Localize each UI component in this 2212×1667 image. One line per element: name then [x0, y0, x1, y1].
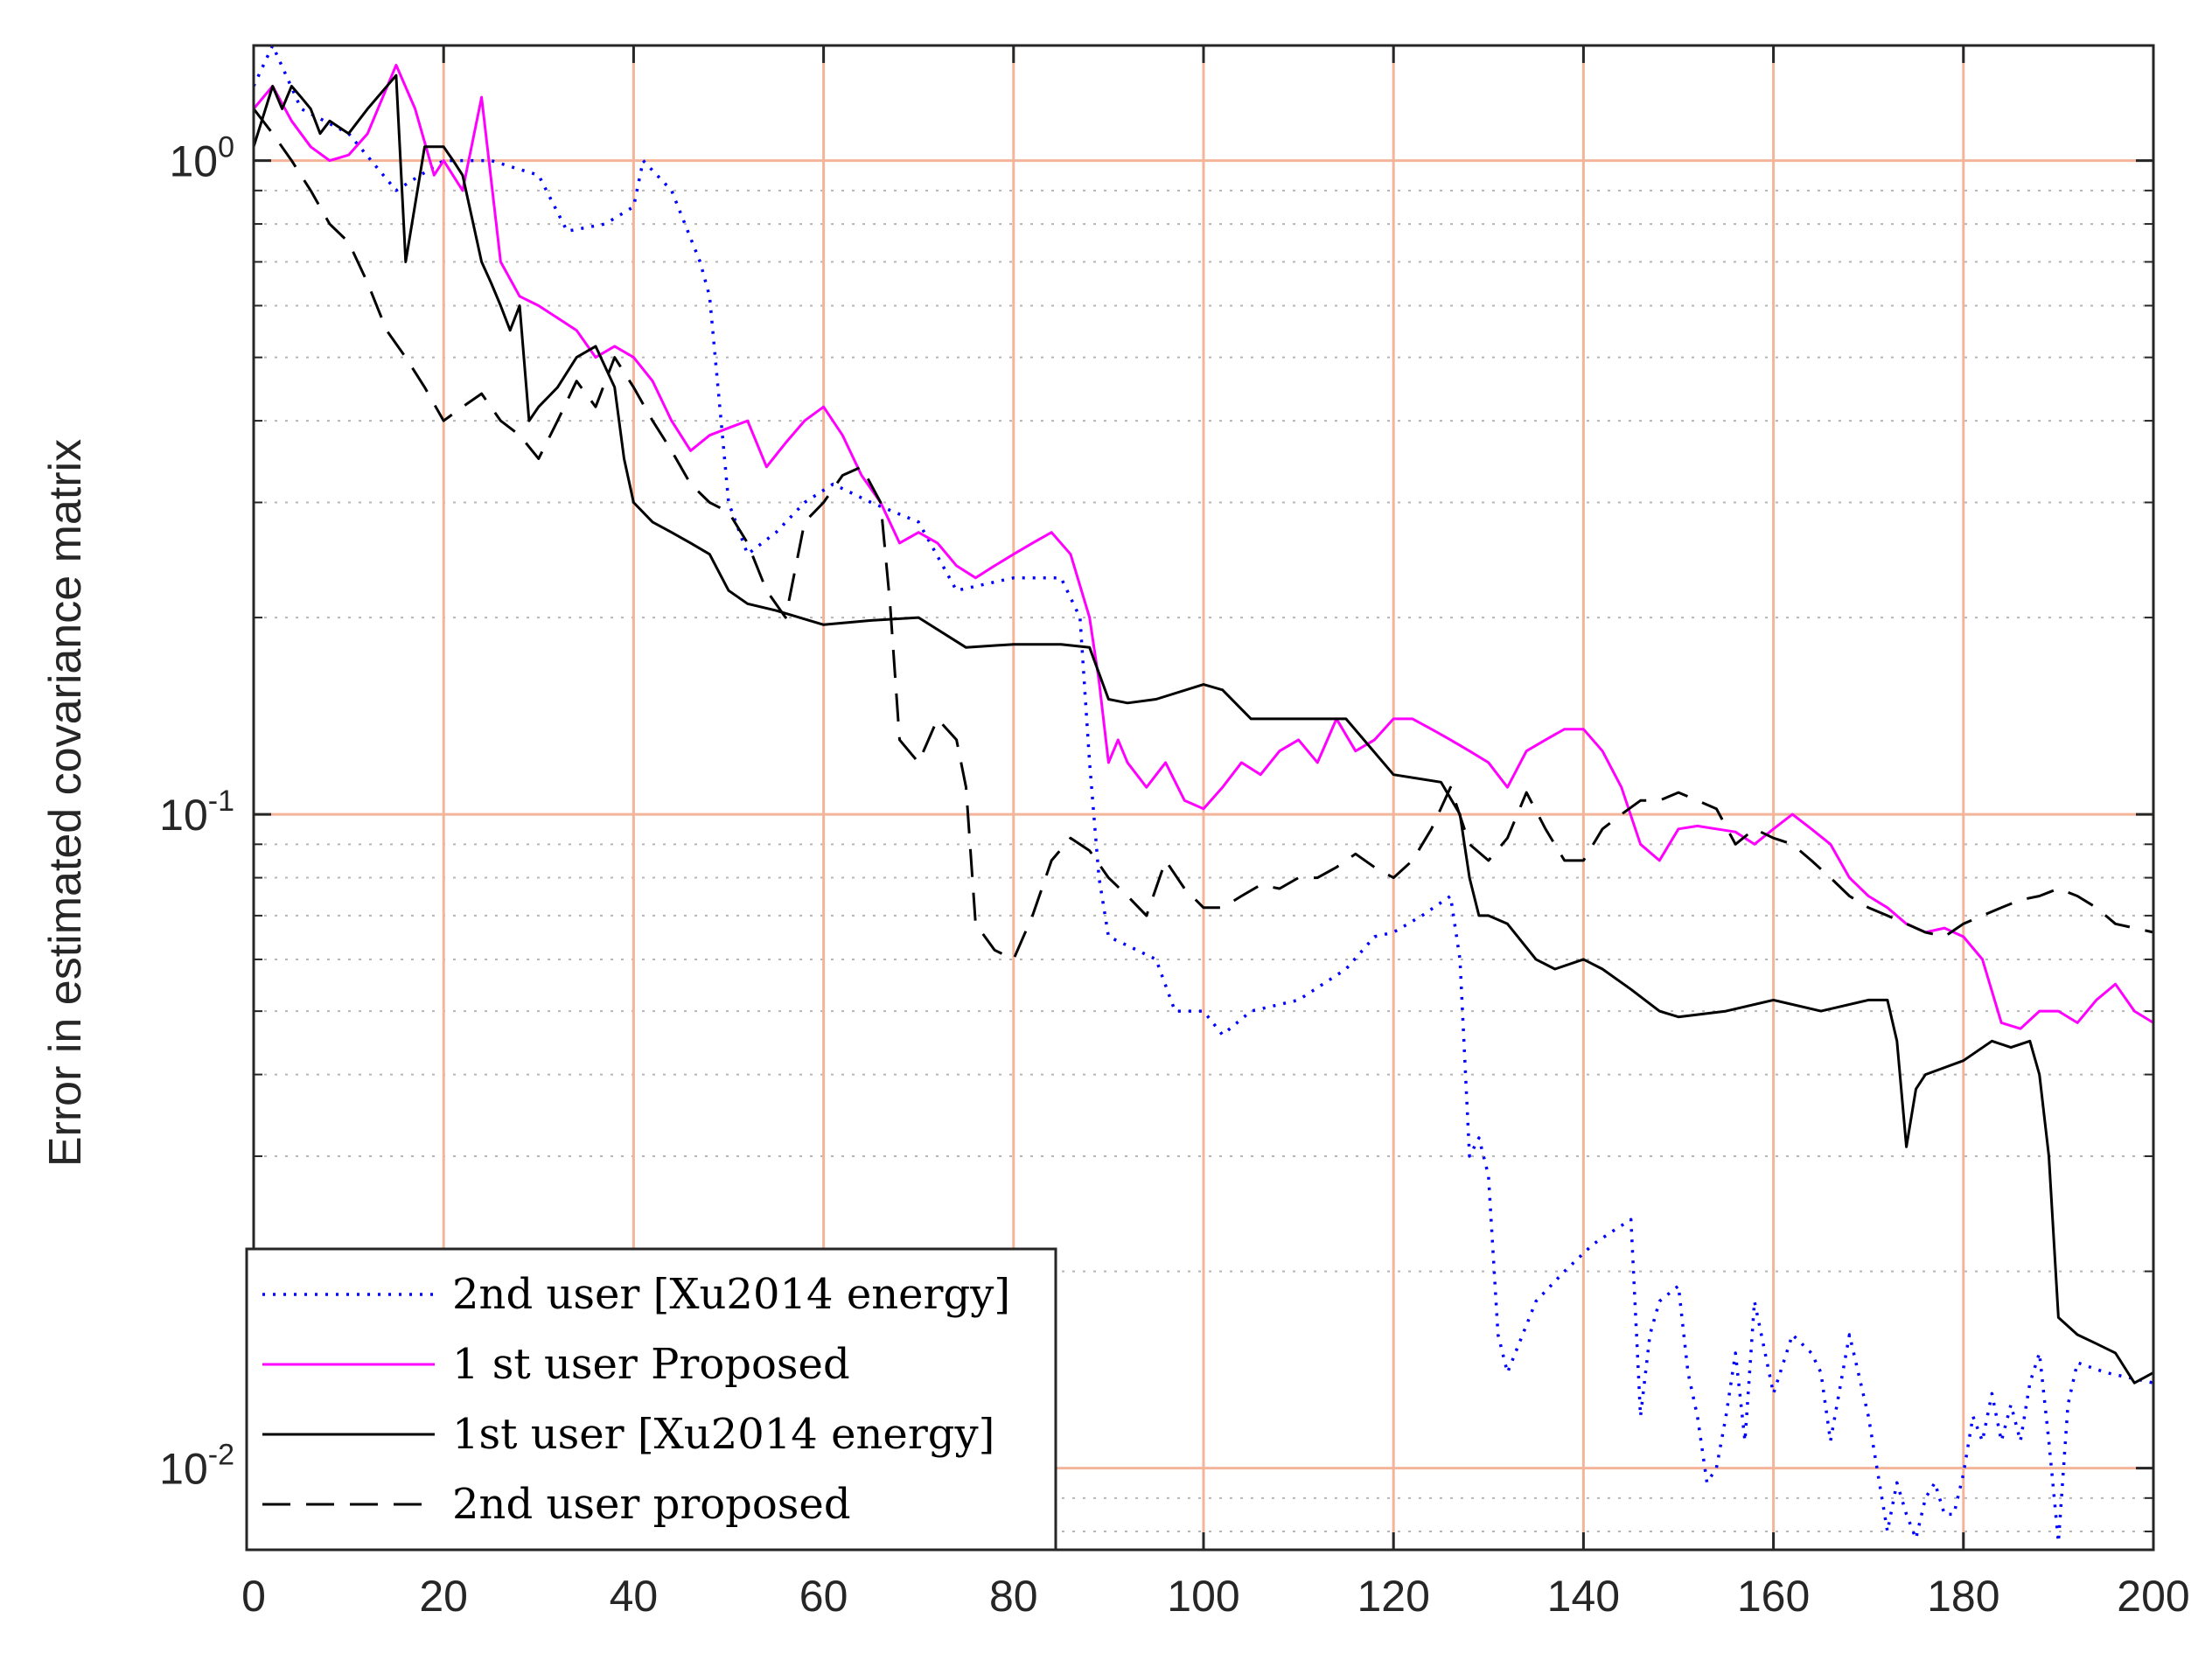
x-tick-label: 20 [419, 1572, 468, 1621]
y-tick-label: 10-1 [159, 785, 234, 840]
x-tick-label: 200 [2117, 1572, 2189, 1621]
series-lines [252, 44, 2154, 1545]
x-tick-label: 40 [610, 1572, 659, 1621]
legend-label: 1 st user Proposed [452, 1340, 850, 1389]
x-tick-label: 0 [241, 1572, 266, 1621]
x-tick-label: 100 [1167, 1572, 1239, 1621]
legend-label: 2nd user proposed [452, 1480, 851, 1529]
tick-labels: 0 20 40 60 80 100 120 140 160 180 200 100 10-1 10-2 [159, 131, 2190, 1621]
axes [252, 44, 2155, 1552]
legend-label: 1st user [Xu2014 energy] [452, 1410, 994, 1459]
x-tick-label: 80 [989, 1572, 1038, 1621]
x-tick-label: 160 [1737, 1572, 1810, 1621]
series-line-3 [252, 73, 2154, 1385]
legend-box [245, 1247, 1057, 1552]
x-tick-label: 60 [799, 1572, 848, 1621]
legend-label: 2nd user [Xu2014 energy] [452, 1270, 1010, 1319]
series-line-4 [252, 108, 2154, 961]
x-tick-label: 140 [1547, 1572, 1620, 1621]
x-tick-label: 180 [1927, 1572, 1999, 1621]
y-axis-label: Error in estimated covariance matrix [40, 439, 91, 1167]
x-tick-label: 120 [1357, 1572, 1429, 1621]
y-tick-label: 10-2 [159, 1439, 234, 1494]
legend: 2nd user [Xu2014 energy] 1 st user Propos… [245, 1247, 1057, 1552]
series-line-2 [252, 63, 2154, 1030]
y-tick-label: 100 [169, 131, 234, 186]
